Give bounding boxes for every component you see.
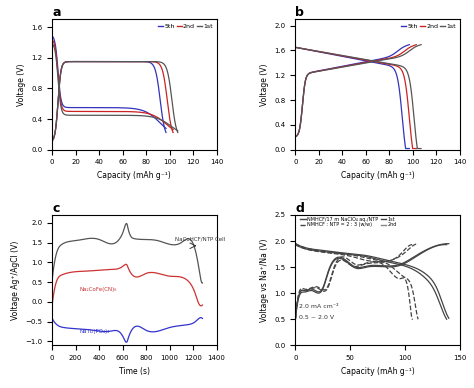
Text: a: a — [52, 6, 61, 19]
X-axis label: Capacity (mAh g⁻¹): Capacity (mAh g⁻¹) — [341, 367, 414, 376]
Text: NaTi₂(PO₄)₃: NaTi₂(PO₄)₃ — [79, 329, 109, 334]
Text: NaCoHCF/NTP Cell: NaCoHCF/NTP Cell — [175, 237, 226, 242]
Y-axis label: Voltage (V): Voltage (V) — [260, 63, 269, 106]
Legend: 5th, 2nd, 1st: 5th, 2nd, 1st — [399, 21, 458, 31]
Text: Na₂CoFe(CN)₆: Na₂CoFe(CN)₆ — [79, 287, 117, 292]
X-axis label: Capacity (mAh g⁻¹): Capacity (mAh g⁻¹) — [98, 171, 171, 180]
Text: d: d — [295, 202, 304, 215]
Text: c: c — [52, 202, 60, 215]
Text: b: b — [295, 6, 304, 19]
Text: 2.0 mA cm⁻²: 2.0 mA cm⁻² — [299, 304, 338, 309]
Y-axis label: Voltage Ag⁺/AgCl (V): Voltage Ag⁺/AgCl (V) — [11, 241, 20, 320]
X-axis label: Capacity (mAh g⁻¹): Capacity (mAh g⁻¹) — [341, 171, 414, 180]
Legend: 5th, 2nd, 1st: 5th, 2nd, 1st — [155, 21, 215, 31]
Text: 0.5 ~ 2.0 V: 0.5 ~ 2.0 V — [299, 315, 334, 320]
X-axis label: Time (s): Time (s) — [119, 367, 150, 376]
Legend: NMHCF/17 m NaClO₄ aq./NTP, NMHCF : NTP = 2 : 3 (w/w), 1st, 2nd: NMHCF/17 m NaClO₄ aq./NTP, NMHCF : NTP =… — [298, 215, 399, 229]
Y-axis label: Voltage vs Na⁺/Na (V): Voltage vs Na⁺/Na (V) — [260, 238, 269, 322]
Y-axis label: Voltage (V): Voltage (V) — [17, 63, 26, 106]
